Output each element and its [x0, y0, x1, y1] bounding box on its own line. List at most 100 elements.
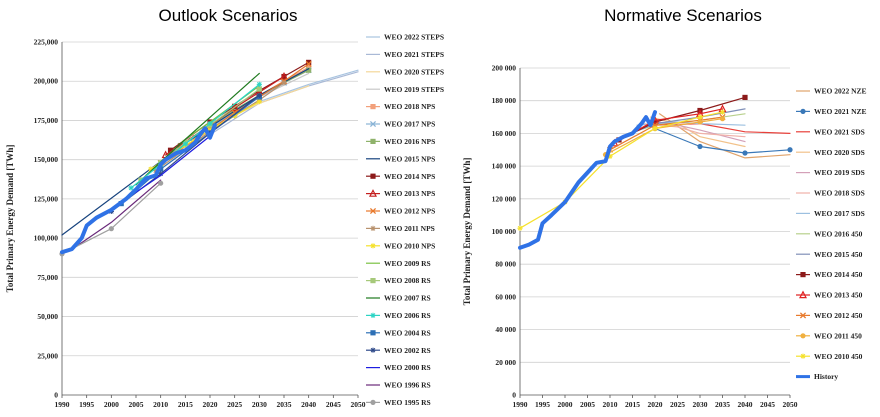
normative-legend-marker-weo-2012-450 — [799, 312, 807, 319]
outlook-legend-marker-weo-2016-nps — [370, 138, 376, 144]
outlook-legend-marker-weo-2004-rs — [370, 330, 376, 336]
outlook-series-line-history — [60, 123, 217, 255]
outlook-legend-marker-weo-2011-nps — [370, 225, 376, 231]
outlook-legend-label-weo-2015-nps: WEO 2015 NPS — [384, 154, 435, 163]
normative-y-tick-label: 200 000 — [492, 64, 517, 73]
normative-x-tick-label: 2005 — [580, 400, 595, 409]
outlook-y-axis-label: Total Primary Energy Demand [TWh] — [5, 145, 15, 293]
normative-legend-marker-weo-2011-450 — [800, 333, 806, 339]
outlook-point-weo-2014-nps — [232, 103, 238, 109]
normative-x-tick-label: 2010 — [603, 400, 618, 409]
normative-point-weo-2014-450 — [652, 119, 658, 125]
outlook-x-tick-label: 2000 — [104, 400, 119, 409]
normative-x-tick-label: 2015 — [625, 400, 640, 409]
normative-y-tick-label: 180 000 — [492, 96, 517, 105]
normative-legend-label-weo-2020-sds: WEO 2020 SDS — [814, 148, 865, 157]
normative-legend-label-weo-2015-450: WEO 2015 450 — [814, 250, 863, 259]
normative-legend-label-weo-2016-450: WEO 2016 450 — [814, 229, 863, 238]
normative-point-weo-2010-450 — [697, 114, 703, 120]
normative-chart-title: Normative Scenarios — [604, 6, 762, 25]
outlook-legend-marker-weo-2013-nps — [369, 189, 377, 197]
outlook-x-tick-label: 2020 — [203, 400, 218, 409]
outlook-series-line-weo-2015-nps — [61, 68, 310, 236]
outlook-y-tick-label: 25,000 — [37, 351, 58, 360]
normative-y-tick-label: 140 000 — [492, 162, 517, 171]
outlook-legend-marker-weo-2012-nps — [369, 207, 377, 215]
outlook-point-weo-2016-nps — [306, 67, 312, 73]
outlook-point-weo-2002-rs — [256, 92, 262, 98]
outlook-legend-label-weo-2019-steps: WEO 2019 STEPS — [384, 85, 444, 94]
outlook-legend-label-weo-2000-rs: WEO 2000 RS — [384, 363, 431, 372]
normative-legend-marker-weo-2013-450 — [799, 290, 807, 299]
normative-y-tick-label: 20 000 — [495, 358, 516, 367]
outlook-legend-marker-weo-2018-nps — [370, 104, 376, 110]
normative-legend-label-history: History — [814, 372, 838, 381]
outlook-x-tick-label: 2010 — [153, 400, 168, 409]
outlook-point-weo-2010-nps — [148, 166, 154, 172]
outlook-x-tick-label: 2050 — [351, 400, 366, 409]
normative-legend-label-weo-2011-450: WEO 2011 450 — [814, 331, 862, 340]
outlook-y-tick-label: 100,000 — [34, 234, 59, 243]
normative-x-tick-label: 2050 — [783, 400, 798, 409]
outlook-point-weo-2018-nps — [306, 64, 312, 70]
normative-y-tick-label: 80 000 — [495, 260, 516, 269]
outlook-series-line-weo-2011-nps — [155, 82, 285, 172]
outlook-x-tick-label: 2025 — [227, 400, 242, 409]
normative-y-tick-label: 120 000 — [492, 194, 517, 203]
normative-y-tick-label: 40 000 — [495, 325, 516, 334]
outlook-legend-label-weo-2004-rs: WEO 2004 RS — [384, 328, 431, 337]
outlook-point-weo-2010-nps — [207, 127, 213, 133]
normative-legend-label-weo-2012-450: WEO 2012 450 — [814, 311, 863, 320]
normative-x-tick-label: 2035 — [715, 400, 730, 409]
outlook-y-tick-label: 0 — [54, 391, 58, 400]
normative-series-line-weo-2021-nze — [654, 127, 791, 154]
outlook-x-tick-label: 2045 — [326, 400, 341, 409]
normative-legend-label-weo-2018-sds: WEO 2018 SDS — [814, 189, 865, 198]
outlook-legend-label-weo-2013-nps: WEO 2013 NPS — [384, 189, 435, 198]
outlook-point-weo-1995-rs — [108, 226, 114, 232]
normative-legend-label-weo-2022-nze: WEO 2022 NZE — [814, 87, 867, 96]
outlook-series-line-weo-1996-rs — [76, 179, 162, 247]
outlook-legend-label-weo-2016-nps: WEO 2016 NPS — [384, 137, 435, 146]
outlook-point-weo-2013-nps — [280, 72, 288, 80]
normative-legend-marker-weo-2010-450 — [800, 353, 806, 359]
outlook-legend-label-weo-2009-rs: WEO 2009 RS — [384, 259, 431, 268]
outlook-legend-label-weo-2006-rs: WEO 2006 RS — [384, 311, 431, 320]
normative-legend-label-weo-2021-nze: WEO 2021 NZE — [814, 107, 867, 116]
outlook-series-line-weo-2006-rs — [130, 83, 260, 189]
outlook-point-weo-1995-rs — [158, 180, 164, 186]
outlook-legend-label-weo-2017-nps: WEO 2017 NPS — [384, 120, 435, 129]
outlook-point-weo-2011-nps — [281, 80, 287, 86]
outlook-point-weo-2014-nps — [167, 147, 174, 153]
normative-legend-label-weo-2013-450: WEO 2013 450 — [814, 291, 863, 300]
outlook-x-tick-label: 2040 — [301, 400, 316, 409]
normative-x-tick-label: 1995 — [535, 400, 550, 409]
normative-x-tick-label: 2000 — [558, 400, 573, 409]
normative-y-tick-label: 60 000 — [495, 292, 516, 301]
outlook-legend-label-weo-2012-nps: WEO 2012 NPS — [384, 207, 435, 216]
normative-y-tick-label: 160 000 — [492, 129, 517, 138]
normative-y-axis-label: Total Primary Energy Demand [TWh] — [462, 158, 472, 306]
outlook-legend-marker-weo-2006-rs — [370, 312, 376, 318]
outlook-x-tick-label: 2005 — [129, 400, 144, 409]
normative-chart: Normative Scenarios 0 20 000 40 000 60 000 80… — [462, 6, 867, 409]
normative-point-weo-2010-450 — [719, 109, 726, 115]
outlook-point-weo-2010-nps — [232, 113, 238, 119]
outlook-legend-marker-weo-2002-rs — [370, 347, 376, 353]
outlook-y-tick-label: 200,000 — [34, 77, 59, 86]
outlook-legend-marker-weo-2014-nps — [370, 173, 376, 179]
normative-point-weo-2010-450 — [607, 153, 613, 159]
outlook-legend-marker-weo-2010-nps — [370, 243, 376, 249]
normative-point-weo-2014-450 — [742, 94, 748, 101]
normative-x-tick-label: 2045 — [760, 400, 775, 409]
outlook-chart-title: Outlook Scenarios — [159, 6, 298, 25]
outlook-point-weo-2006-rs — [256, 81, 262, 87]
normative-point-weo-2011-450 — [697, 119, 703, 125]
normative-point-weo-2021-nze — [697, 143, 703, 150]
normative-point-weo-2011-450 — [719, 116, 726, 122]
normative-series-line-weo-2021-sds — [654, 122, 791, 134]
outlook-series-line-weo-2007-rs — [135, 72, 260, 186]
outlook-legend-label-weo-2020-steps: WEO 2020 STEPS — [384, 67, 444, 76]
outlook-point-weo-2014-nps — [306, 59, 312, 65]
